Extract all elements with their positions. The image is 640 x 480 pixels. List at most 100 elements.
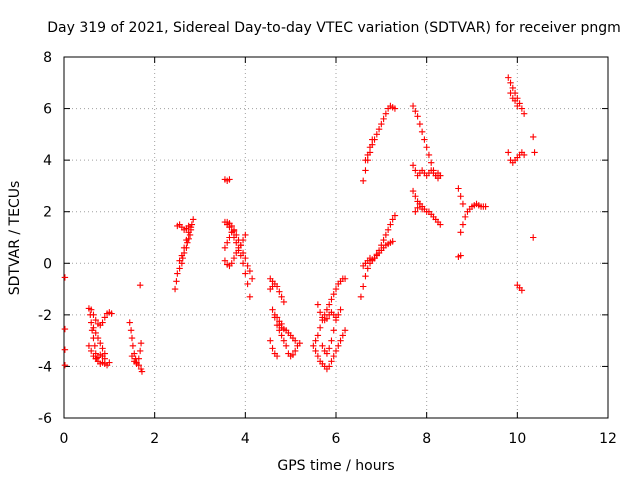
data-point bbox=[409, 187, 417, 195]
data-point bbox=[507, 79, 514, 86]
data-point bbox=[412, 107, 419, 115]
data-point bbox=[88, 306, 95, 313]
data-point bbox=[61, 346, 69, 353]
data-point bbox=[409, 102, 417, 110]
x-tick-label: 10 bbox=[508, 431, 526, 447]
data-point bbox=[224, 239, 231, 246]
data-point bbox=[382, 110, 390, 117]
data-point bbox=[314, 352, 322, 360]
data-point bbox=[378, 120, 385, 128]
data-point bbox=[226, 234, 233, 241]
data-point bbox=[273, 314, 281, 321]
data-point bbox=[61, 274, 69, 281]
data-point bbox=[99, 319, 106, 326]
y-tick-label: 8 bbox=[43, 50, 52, 66]
data-point bbox=[330, 291, 337, 298]
data-point bbox=[235, 236, 242, 244]
data-point bbox=[239, 249, 247, 257]
data-point bbox=[269, 283, 276, 290]
data-point bbox=[332, 347, 340, 355]
data-point bbox=[92, 316, 99, 324]
data-point bbox=[280, 298, 288, 306]
data-point bbox=[380, 115, 387, 123]
data-point bbox=[312, 347, 319, 355]
data-point bbox=[509, 84, 516, 92]
data-point bbox=[425, 151, 433, 159]
y-tick-label: 4 bbox=[43, 153, 52, 169]
data-point bbox=[332, 316, 340, 324]
data-point bbox=[391, 105, 399, 112]
data-point bbox=[187, 223, 195, 231]
data-point bbox=[457, 252, 464, 259]
data-point bbox=[267, 337, 274, 344]
data-point bbox=[416, 120, 424, 128]
x-axis-label: GPS time / hours bbox=[277, 458, 394, 474]
data-point bbox=[421, 136, 428, 143]
y-tick-label: -2 bbox=[38, 308, 52, 324]
y-tick-label: -6 bbox=[38, 411, 52, 427]
data-point bbox=[280, 337, 288, 344]
data-point bbox=[360, 283, 367, 290]
data-point bbox=[382, 231, 390, 239]
data-point bbox=[230, 254, 238, 262]
data-point bbox=[364, 151, 371, 159]
data-point bbox=[391, 212, 399, 219]
data-point bbox=[128, 334, 136, 342]
data-point bbox=[278, 320, 285, 328]
data-point bbox=[530, 234, 537, 241]
x-tick-label: 12 bbox=[599, 431, 617, 447]
data-point bbox=[101, 350, 108, 357]
data-point bbox=[364, 265, 371, 272]
data-point bbox=[330, 352, 337, 360]
data-point bbox=[85, 342, 93, 349]
data-point bbox=[129, 342, 137, 349]
x-tick-label: 0 bbox=[60, 431, 69, 447]
data-point bbox=[278, 332, 285, 339]
data-point bbox=[357, 293, 365, 301]
y-tick-label: 0 bbox=[43, 256, 52, 272]
data-point bbox=[278, 293, 285, 301]
data-point bbox=[108, 310, 115, 317]
data-point bbox=[242, 270, 249, 277]
data-point bbox=[339, 332, 346, 339]
data-point bbox=[312, 337, 319, 344]
data-point bbox=[101, 314, 108, 321]
data-point bbox=[282, 342, 290, 349]
data-point bbox=[531, 149, 538, 156]
data-point bbox=[412, 193, 419, 200]
y-tick-label: 6 bbox=[43, 102, 52, 118]
data-point bbox=[518, 287, 526, 294]
data-point bbox=[106, 359, 113, 366]
data-point bbox=[362, 167, 369, 174]
data-point bbox=[316, 309, 324, 316]
data-point bbox=[269, 345, 276, 352]
data-point bbox=[437, 221, 444, 228]
data-point bbox=[136, 282, 144, 289]
data-point bbox=[173, 278, 180, 285]
data-point bbox=[366, 144, 374, 151]
data-point bbox=[226, 176, 233, 183]
data-point bbox=[459, 221, 467, 228]
data-point bbox=[418, 205, 426, 213]
data-point bbox=[330, 327, 337, 334]
data-point bbox=[292, 337, 299, 344]
y-axis-label: SDTVAR / TECUs bbox=[7, 181, 23, 296]
data-point bbox=[88, 347, 95, 355]
data-point bbox=[221, 244, 229, 252]
data-point bbox=[387, 221, 394, 228]
data-point bbox=[88, 319, 95, 326]
data-point bbox=[136, 347, 144, 355]
data-point bbox=[511, 97, 519, 105]
data-point bbox=[228, 260, 235, 267]
data-point bbox=[518, 105, 526, 112]
data-point bbox=[176, 257, 183, 264]
data-point bbox=[310, 342, 317, 349]
data-point bbox=[94, 334, 102, 342]
data-point bbox=[455, 185, 462, 192]
data-point bbox=[246, 293, 254, 301]
data-point bbox=[137, 340, 145, 347]
data-point bbox=[171, 285, 179, 293]
data-point bbox=[335, 311, 342, 319]
data-point bbox=[362, 272, 369, 280]
data-point bbox=[178, 252, 186, 259]
